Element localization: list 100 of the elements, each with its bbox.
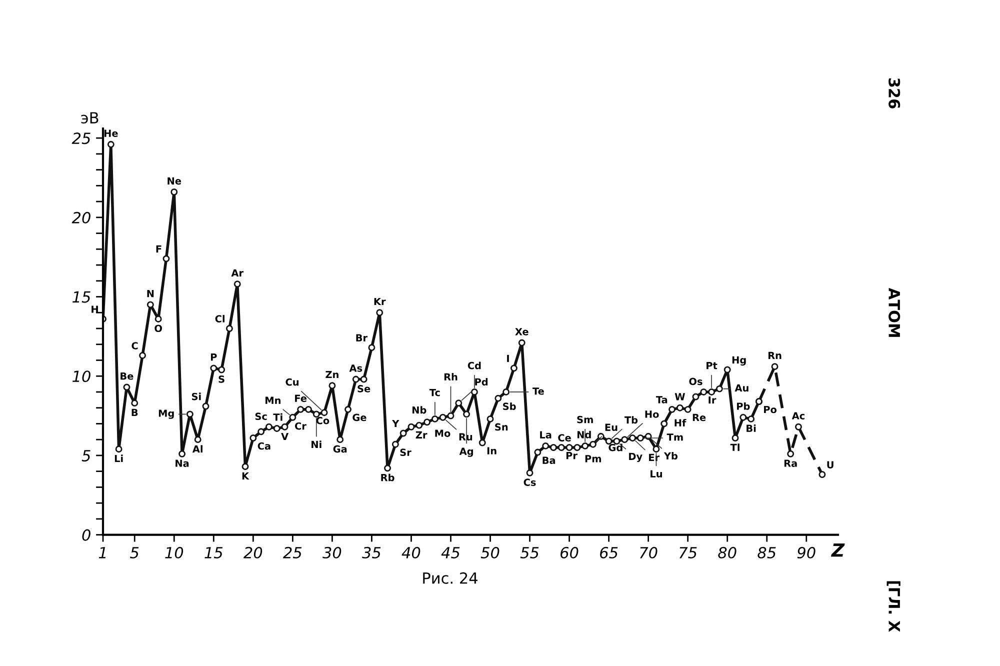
annotation: Yb (664, 452, 678, 460)
annotation: Cl (215, 314, 224, 322)
annotation: Zr (416, 431, 428, 438)
x-tick-label: 85 (758, 546, 776, 558)
annotation: Ho (645, 410, 659, 418)
y-axis-title: эВ (81, 112, 98, 124)
annotation: Sb (503, 402, 516, 410)
annotation: Ac (792, 412, 804, 420)
x-tick-label: 1 (98, 547, 106, 558)
x-tick-label: 25 (283, 546, 302, 558)
annotation: Eu (605, 424, 618, 431)
annotation: Hf (674, 419, 686, 426)
annotation: Zn (326, 370, 338, 378)
annotation: Re (692, 414, 706, 422)
x-tick-label: 10 (165, 546, 184, 558)
annotation: Rn (768, 352, 782, 360)
annotation: La (540, 431, 552, 438)
annotation: Au (734, 384, 748, 392)
annotation: Ba (542, 456, 556, 464)
x-tick-label: 70 (640, 546, 658, 558)
y-tick-label: 10 (72, 370, 90, 382)
annotation: Tl (730, 444, 740, 451)
annotation: Ra (784, 460, 797, 467)
annotation: Bi (746, 424, 756, 432)
x-tick-label: 20 (244, 546, 262, 558)
annotation: F (156, 245, 162, 252)
annotation: Cr (294, 422, 306, 430)
annotation: Ni (312, 440, 322, 448)
annotation: O (154, 324, 162, 332)
y-tick-label: 5 (82, 450, 90, 462)
annotation: Gd (608, 444, 622, 452)
annotation: Ge (352, 414, 366, 422)
annotation: Tc (429, 389, 440, 396)
y-tick-label: 15 (72, 291, 90, 303)
annotation: Sc (255, 412, 267, 420)
annotation: Tb (624, 416, 638, 424)
annotation: In (487, 447, 496, 454)
annotation: Cu (286, 378, 298, 386)
annotation: He (104, 130, 118, 137)
x-tick-label: 45 (441, 547, 460, 558)
annotation: S (218, 375, 224, 383)
annotation: Ir (708, 396, 716, 404)
annotation: Rb (381, 474, 394, 482)
y-tick-label: 0 (82, 529, 90, 541)
y-tick-label: 20 (72, 212, 90, 224)
annotation: Ta (656, 396, 668, 404)
y-tick-label: 25 (72, 132, 90, 144)
annotation: Te (532, 388, 544, 395)
annotation: Se (358, 385, 370, 392)
annotation: P (210, 354, 217, 361)
annotation: U (827, 461, 834, 468)
annotation: Br (356, 334, 368, 342)
annotation: Mg (158, 410, 174, 419)
annotation: K (242, 472, 250, 480)
x-tick-label: 35 (362, 546, 381, 558)
annotation: B (132, 408, 138, 416)
annotation: Fe (295, 394, 307, 402)
text: 326 (888, 78, 900, 108)
annotation: Ca (258, 442, 270, 450)
annotation: Os (689, 378, 702, 386)
annotation: C (132, 342, 138, 350)
annotation: Ne (168, 177, 182, 185)
annotation: Hg (732, 356, 746, 366)
annotation: Sr (400, 448, 412, 456)
annotation: Ar (231, 269, 244, 276)
annotation: Tm (666, 434, 683, 441)
annotation: Nb (412, 406, 426, 414)
text: АТОМ (888, 288, 900, 337)
x-tick-label: 65 (600, 546, 618, 558)
annotation: Pm (585, 455, 601, 462)
x-tick-label: 90 (797, 546, 816, 558)
annotation: Rh (444, 373, 458, 380)
annotation: Dy (629, 452, 642, 462)
annotation: Be (120, 372, 134, 380)
annotation: Y (392, 420, 400, 428)
annotation: Ti (273, 413, 282, 421)
annotation: Cs (524, 478, 536, 486)
annotation: Cd (468, 362, 481, 370)
annotation: Pb (737, 402, 750, 410)
annotation: V (281, 432, 289, 440)
annotation: Ga (333, 445, 347, 453)
x-tick-label: 30 (322, 546, 342, 558)
annotation: Mn (266, 396, 280, 404)
annotation: Xe (515, 328, 528, 336)
x-tick-label: 55 (520, 547, 539, 558)
annotation: As (349, 364, 362, 372)
text: Рис. 24 (423, 572, 478, 584)
x-tick-label: 5 (130, 547, 139, 558)
annotation: Sn (495, 423, 508, 431)
x-tick-label: 75 (680, 547, 697, 558)
annotation: H (92, 306, 98, 313)
x-tick-label: 60 (560, 546, 578, 558)
annotation: Kr (374, 298, 386, 306)
annotation: Na (176, 460, 189, 467)
annotation: Lu (650, 470, 662, 478)
annotation: I (507, 354, 509, 362)
annotation: Ce (558, 434, 571, 442)
annotation: Ag (459, 448, 473, 457)
annotation: Pd (475, 378, 488, 386)
annotation: Mo (435, 430, 450, 437)
